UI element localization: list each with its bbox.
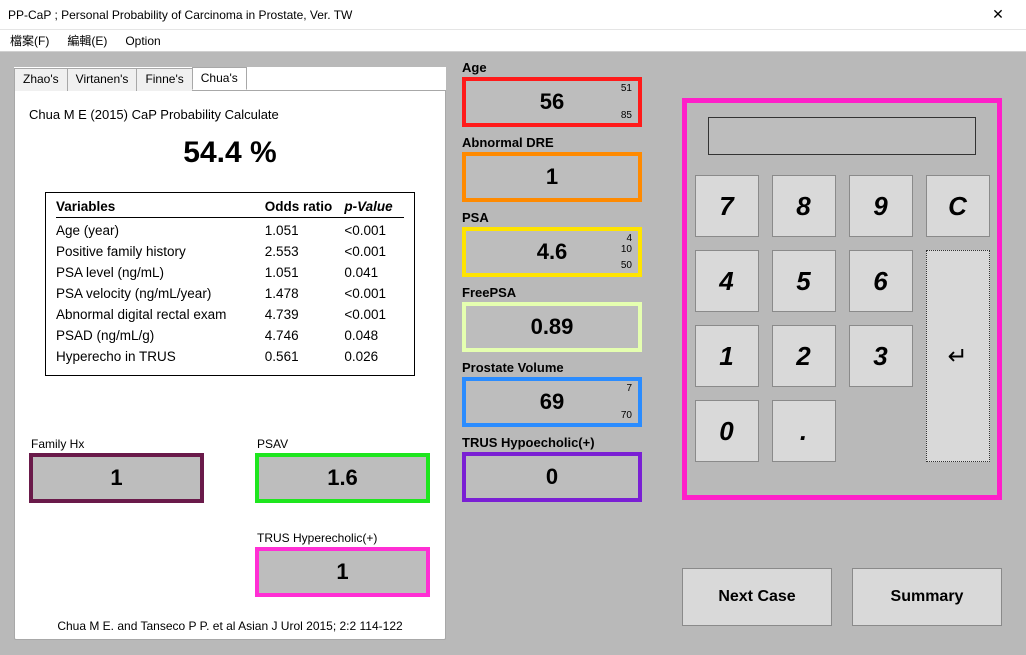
field-prostate-volume: Prostate Volume 69 7 70 [462,360,672,427]
field-dre: Abnormal DRE 1 [462,135,672,202]
field-psav: PSAV 1.6 [255,437,430,503]
field-trus-hyper: TRUS Hyperecholic(+) 1 [255,531,430,597]
table-row: PSA level (ng/mL)1.0510.041 [56,263,404,284]
menu-option[interactable]: Option [121,32,164,50]
key-3[interactable]: 3 [849,325,913,387]
model-panel: Zhao's Virtanen's Finne's Chua's Chua M … [14,68,446,640]
enter-icon: ↵ [947,342,967,371]
key-6[interactable]: 6 [849,250,913,312]
field-family-hx: Family Hx 1 [29,437,204,503]
input-trus-hyper[interactable]: 1 [255,547,430,597]
menu-file[interactable]: 檔案(F) [6,30,53,51]
next-case-button[interactable]: Next Case [682,568,832,626]
field-age: Age 56 51 85 [462,60,672,127]
th-odds: Odds ratio [265,199,345,214]
th-pvalue: p-Value [344,199,404,214]
input-trus-hypo[interactable]: 0 [462,452,642,502]
summary-button[interactable]: Summary [852,568,1002,626]
key-8[interactable]: 8 [772,175,836,237]
keypad-display [708,117,976,155]
variables-table: Variables Odds ratio p-Value Age (year)1… [45,192,415,376]
calc-title: Chua M E (2015) CaP Probability Calculat… [29,107,431,122]
title-bar: PP-CaP ; Personal Probability of Carcino… [0,0,1026,30]
key-0[interactable]: 0 [695,400,759,462]
key-enter[interactable]: ↵ [926,250,990,462]
close-button[interactable]: ✕ [978,6,1018,23]
panel-body: Chua M E (2015) CaP Probability Calculat… [15,93,445,639]
tab-finne[interactable]: Finne's [136,68,192,91]
tab-zhao[interactable]: Zhao's [14,68,68,91]
table-row: PSAD (ng/mL/g)4.7460.048 [56,326,404,347]
keypad: 7 8 9 C 4 5 6 ↵ 1 2 3 0 . [682,98,1002,500]
citation: Chua M E. and Tanseco P P. et al Asian J… [15,619,445,633]
table-row: Age (year)1.051<0.001 [56,221,404,242]
key-4[interactable]: 4 [695,250,759,312]
field-trus-hypo: TRUS Hypoecholic(+) 0 [462,435,672,502]
field-freepsa: FreePSA 0.89 [462,285,672,352]
input-column: Age 56 51 85 Abnormal DRE 1 PSA 4.6 4 10… [462,60,672,510]
input-psav[interactable]: 1.6 [255,453,430,503]
key-2[interactable]: 2 [772,325,836,387]
input-psa[interactable]: 4.6 4 10 50 [462,227,642,277]
window-title: PP-CaP ; Personal Probability of Carcino… [8,8,978,22]
tab-chua[interactable]: Chua's [192,67,247,90]
table-row: Abnormal digital rectal exam4.739<0.001 [56,305,404,326]
table-row: PSA velocity (ng/mL/year)1.478<0.001 [56,284,404,305]
th-variables: Variables [56,199,265,214]
input-prostate-volume[interactable]: 69 7 70 [462,377,642,427]
main-area: Zhao's Virtanen's Finne's Chua's Chua M … [0,52,1026,655]
input-dre[interactable]: 1 [462,152,642,202]
key-5[interactable]: 5 [772,250,836,312]
key-clear[interactable]: C [926,175,990,237]
key-7[interactable]: 7 [695,175,759,237]
key-1[interactable]: 1 [695,325,759,387]
menu-bar: 檔案(F) 編輯(E) Option [0,30,1026,52]
table-row: Hyperecho in TRUS0.5610.026 [56,347,404,368]
tab-strip: Zhao's Virtanen's Finne's Chua's [14,67,446,91]
key-decimal[interactable]: . [772,400,836,462]
key-9[interactable]: 9 [849,175,913,237]
probability-value: 54.4 % [29,136,431,170]
menu-edit[interactable]: 編輯(E) [63,30,111,51]
table-row: Positive family history2.553<0.001 [56,242,404,263]
input-freepsa[interactable]: 0.89 [462,302,642,352]
input-age[interactable]: 56 51 85 [462,77,642,127]
tab-virtanen[interactable]: Virtanen's [67,68,138,91]
field-psa: PSA 4.6 4 10 50 [462,210,672,277]
input-family-hx[interactable]: 1 [29,453,204,503]
